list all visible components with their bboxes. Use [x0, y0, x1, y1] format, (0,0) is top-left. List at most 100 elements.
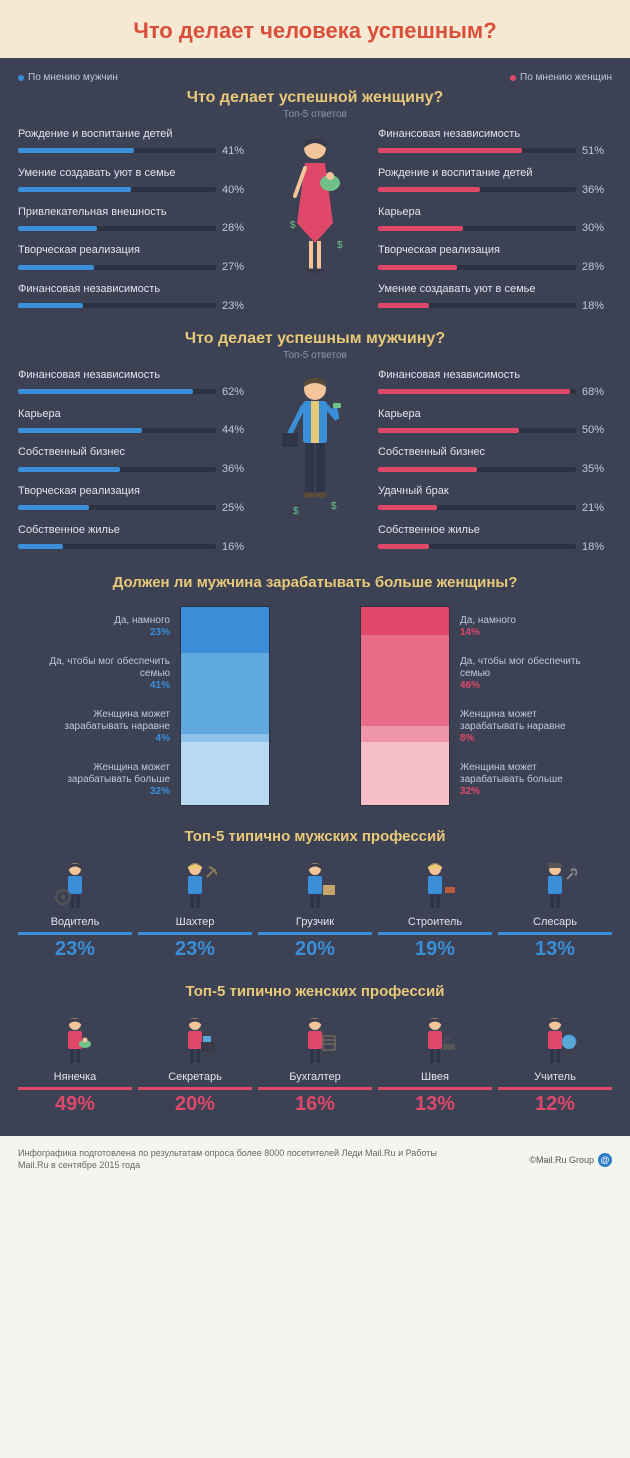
profession-icon [498, 857, 612, 911]
profession-line [258, 1087, 372, 1090]
stacked-male: Да, намного23%Да, чтобы мог обеспечить с… [40, 606, 270, 806]
section2-left-bars: Финансовая независимость 62% Карьера44% Соб… [18, 369, 252, 553]
section2-right-bars: Финансовая независимость68%Карьера50%Соб… [378, 369, 612, 553]
bar-pct: 16% [222, 541, 252, 553]
profession-icon [18, 1012, 132, 1066]
profession-line [18, 932, 132, 935]
bar-fill [18, 226, 97, 231]
bar-track [378, 505, 576, 510]
bar-fill [18, 148, 134, 153]
stacked-segment [181, 734, 269, 742]
profession-icon [258, 1012, 372, 1066]
bar-track [18, 148, 216, 153]
bar-track [378, 428, 576, 433]
footer-logo-text: ©Mail.Ru Group [529, 1155, 594, 1165]
bar-fill [378, 187, 480, 192]
legend-male-label: По мнению мужчин [28, 72, 118, 83]
bar-pct: 25% [222, 502, 252, 514]
profession-name: Строитель [378, 916, 492, 928]
profession-name: Водитель [18, 916, 132, 928]
bar-pct: 28% [222, 222, 252, 234]
bar-track [18, 505, 216, 510]
bar-label: Умение создавать уют в семье [378, 283, 612, 297]
bar-track [378, 544, 576, 549]
header: Что делает человека успешным? [0, 0, 630, 58]
profession-icon [138, 1012, 252, 1066]
bar-track [18, 226, 216, 231]
bar-item: Собственный бизнес35% [378, 446, 612, 475]
profession-pct: 20% [138, 1093, 252, 1116]
stacked-segment [181, 742, 269, 805]
bar-fill [378, 389, 570, 394]
profession-pct: 23% [138, 938, 252, 961]
bar-fill [18, 467, 120, 472]
stacked-label: Да, намного23% [30, 615, 170, 639]
section2-content: Финансовая независимость 62% Карьера44% Соб… [18, 369, 612, 553]
bar-track [18, 428, 216, 433]
main-title: Что делает человека успешным? [20, 18, 610, 44]
bar-item: Творческая реализация 28% [378, 244, 612, 273]
bar-track [378, 389, 576, 394]
bar-item: Карьера44% [18, 408, 252, 437]
bar-pct: 30% [582, 222, 612, 234]
bar-label: Творческая реализация [378, 244, 612, 258]
bar-item: Финансовая независимость51% [378, 128, 612, 157]
bar-fill [18, 428, 142, 433]
stacked-segment [361, 635, 449, 726]
mail-icon: @ [598, 1153, 612, 1167]
footer: Инфографика подготовлена по результатам … [0, 1136, 630, 1183]
profession-name: Бухгалтер [258, 1071, 372, 1083]
bar-item: Собственное жилье18% [378, 524, 612, 553]
bar-fill [18, 544, 63, 549]
bar-pct: 40% [222, 184, 252, 196]
profession-line [18, 1087, 132, 1090]
profession-line [138, 932, 252, 935]
section3: Должен ли мужчина зарабатывать больше же… [18, 573, 612, 807]
stacked-segment [181, 607, 269, 653]
stacked-label: Женщина может зарабатывать больше32% [460, 762, 600, 798]
bar-pct: 41% [222, 145, 252, 157]
profession-line [498, 1087, 612, 1090]
profession-item: Водитель 23% [18, 857, 132, 961]
svg-text:$: $ [337, 240, 343, 251]
bar-fill [378, 467, 477, 472]
profession-pct: 13% [378, 1093, 492, 1116]
bar-label: Творческая реализация [18, 485, 252, 499]
bar-track [378, 187, 576, 192]
bar-fill [378, 303, 429, 308]
bar-label: Финансовая независимость [18, 369, 252, 383]
bar-pct: 28% [582, 261, 612, 273]
profession-name: Шахтер [138, 916, 252, 928]
bar-pct: 23% [222, 300, 252, 312]
profession-item: Шахтер 23% [138, 857, 252, 961]
bar-item: Карьера30% [378, 206, 612, 235]
section3-title: Должен ли мужчина зарабатывать больше же… [18, 573, 612, 593]
bar-fill [18, 303, 83, 308]
bar-pct: 18% [582, 300, 612, 312]
bar-item: Творческая реализация 25% [18, 485, 252, 514]
section2-subtitle: Топ-5 ответов [18, 350, 612, 361]
bar-label: Собственное жилье [18, 524, 252, 538]
bar-item: Рождение и воспитание детей36% [378, 167, 612, 196]
bar-track [378, 467, 576, 472]
profession-name: Секретарь [138, 1071, 252, 1083]
bar-label: Творческая реализация [18, 244, 252, 258]
svg-text:$: $ [293, 506, 299, 517]
section1-title: Что делает успешной женщину? [18, 89, 612, 107]
bar-fill [378, 544, 429, 549]
profession-pct: 13% [498, 938, 612, 961]
section1-left-bars: Рождение и воспитание детей41%Умение соз… [18, 128, 252, 312]
stacked-label: Да, чтобы мог обеспечить семью46% [460, 656, 600, 692]
bar-fill [378, 505, 437, 510]
bar-label: Финансовая независимость [378, 128, 612, 142]
bar-track [378, 303, 576, 308]
section4: Топ-5 типично мужских профессий Водитель… [18, 828, 612, 961]
profession-name: Нянечка [18, 1071, 132, 1083]
section1-content: Рождение и воспитание детей 41% Умение соз… [18, 128, 612, 312]
bar-pct: 62% [222, 386, 252, 398]
bar-item: Собственное жилье 16% [18, 524, 252, 553]
section5: Топ-5 типично женских профессий Нянечка4… [18, 983, 612, 1116]
bar-label: Карьера [378, 408, 612, 422]
bar-label: Рождение и воспитание детей [378, 167, 612, 181]
profession-pct: 23% [18, 938, 132, 961]
